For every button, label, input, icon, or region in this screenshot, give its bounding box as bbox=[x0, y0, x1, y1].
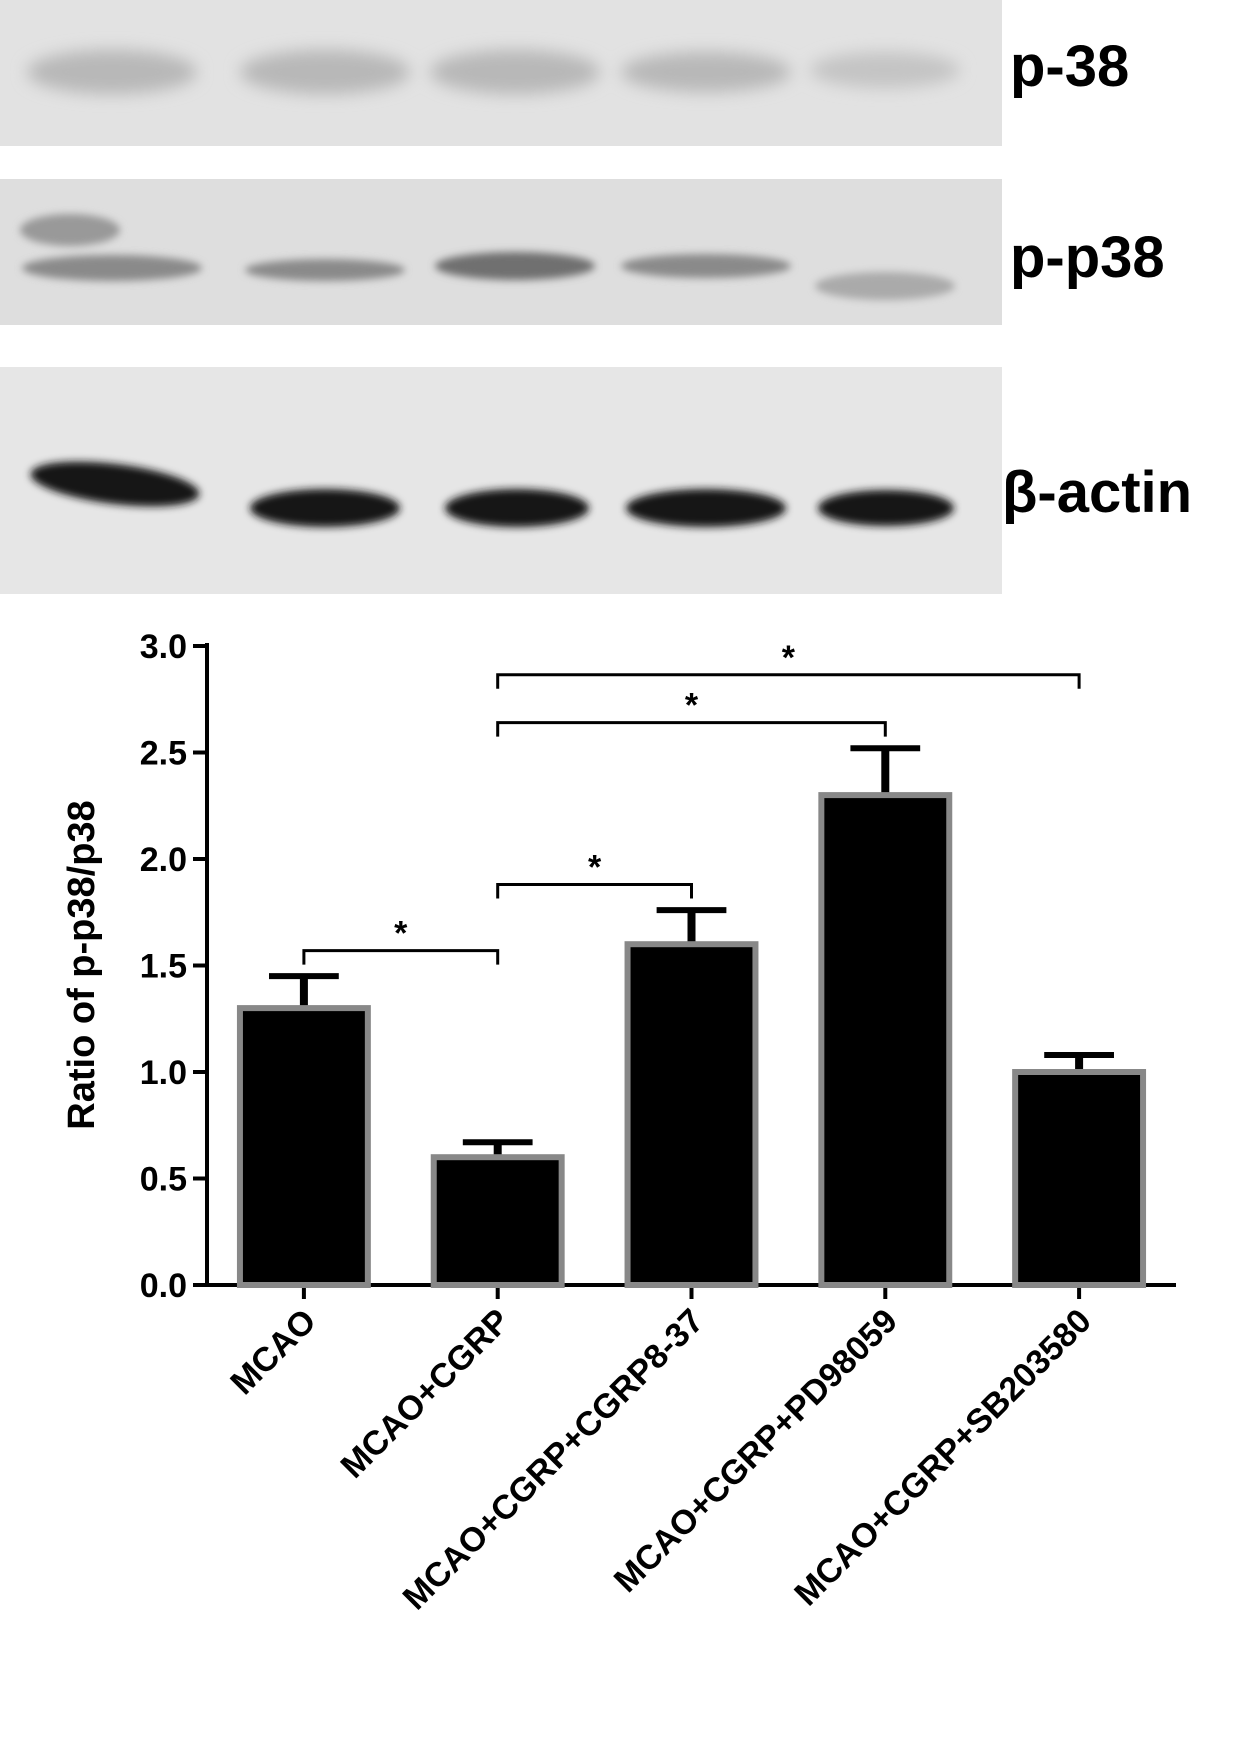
y-tick-label: 0.0 bbox=[140, 1267, 187, 1305]
bar bbox=[818, 792, 953, 1288]
y-tick-label: 1.0 bbox=[140, 1054, 187, 1092]
x-tick-label: MCAO+CGRP bbox=[334, 1302, 518, 1486]
y-tick-label: 3.0 bbox=[140, 628, 187, 666]
significance-label: * bbox=[588, 849, 602, 887]
blot-bands bbox=[30, 461, 954, 527]
x-tick-label: MCAO bbox=[223, 1302, 323, 1402]
significance-bracket bbox=[496, 883, 693, 899]
significance-bracket bbox=[496, 721, 887, 737]
y-tick-label: 2.0 bbox=[140, 841, 187, 879]
y-axis-title: Ratio of p-p38/p38 bbox=[61, 800, 103, 1129]
blot-label: β-actin bbox=[1002, 460, 1192, 525]
blot-bands bbox=[27, 50, 960, 94]
y-tick-label: 0.5 bbox=[140, 1161, 187, 1199]
blot-panel bbox=[0, 179, 1002, 325]
significance-bracket bbox=[302, 949, 500, 965]
y-tick-label: 1.5 bbox=[140, 948, 187, 986]
significance-label: * bbox=[782, 639, 796, 677]
blot-label: p-p38 bbox=[1010, 225, 1165, 290]
significance-label: * bbox=[394, 915, 408, 953]
bar bbox=[1012, 1069, 1147, 1288]
bar bbox=[430, 1154, 565, 1288]
significance-label: * bbox=[685, 687, 699, 725]
blot-label: p-38 bbox=[1010, 34, 1129, 99]
blot-images bbox=[0, 0, 1002, 594]
blot-bands bbox=[20, 214, 955, 300]
bar bbox=[236, 1005, 371, 1288]
bar bbox=[624, 941, 759, 1288]
significance-bracket bbox=[496, 673, 1081, 689]
y-tick-label: 2.5 bbox=[140, 735, 187, 773]
